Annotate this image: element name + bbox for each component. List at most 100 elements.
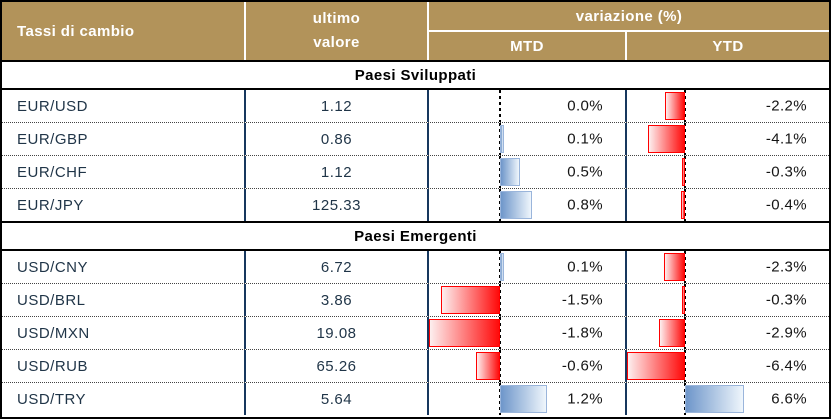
bar-axis-line (684, 317, 686, 349)
variation-column-header: variazione (%) MTD YTD (429, 2, 829, 60)
percent-value: -0.6% (561, 357, 603, 375)
table-header: Tassi di cambio ultimo valore variazione… (2, 2, 829, 60)
section-header: Paesi Emergenti (2, 221, 829, 251)
bar-axis-line (499, 284, 501, 316)
percent-value: 0.8% (567, 196, 603, 214)
currency-pair-cell: USD/MXN (2, 317, 246, 349)
table-row: EUR/JPY 125.33 0.8% -0.4% (2, 189, 829, 221)
mtd-column-header: MTD (429, 32, 627, 60)
bar-axis-line (499, 317, 501, 349)
negative-data-bar (627, 352, 685, 380)
ytd-bar-cell: -4.1% (627, 123, 829, 155)
mtd-bar-cell: 0.1% (429, 123, 627, 155)
variation-title: variazione (%) (429, 2, 829, 32)
ytd-bar-cell: 6.6% (627, 383, 829, 415)
table-row: USD/RUB 65.26 -0.6% -6.4% (2, 350, 829, 383)
percent-value: 1.2% (567, 390, 603, 408)
currency-pair-cell: EUR/GBP (2, 123, 246, 155)
percent-value: -0.3% (765, 163, 807, 181)
ytd-bar-cell: -6.4% (627, 350, 829, 382)
table-row: USD/BRL 3.86 -1.5% -0.3% (2, 284, 829, 317)
positive-data-bar (500, 385, 547, 413)
negative-data-bar (682, 286, 685, 314)
bar-axis-line (684, 123, 686, 155)
table-row: USD/CNY 6.72 0.1% -2.3% (2, 251, 829, 284)
bar-axis-line (684, 189, 686, 221)
currency-pair-cell: EUR/USD (2, 90, 246, 122)
mtd-bar-cell: 0.8% (429, 189, 627, 221)
negative-data-bar (665, 92, 685, 120)
negative-data-bar (659, 319, 685, 347)
table-row: USD/MXN 19.08 -1.8% -2.9% (2, 317, 829, 350)
mtd-bar-cell: 0.1% (429, 251, 627, 283)
negative-data-bar (648, 125, 685, 153)
percent-value: 0.0% (567, 97, 603, 115)
percent-value: 0.1% (567, 258, 603, 276)
currency-pair-cell: EUR/JPY (2, 189, 246, 221)
percent-value: -2.2% (765, 97, 807, 115)
percent-value: -4.1% (765, 130, 807, 148)
percent-value: -0.3% (765, 291, 807, 309)
currency-pair-cell: EUR/CHF (2, 156, 246, 188)
last-value-header-line1: ultimo (312, 10, 361, 27)
negative-data-bar (664, 253, 685, 281)
mtd-bar-cell: -0.6% (429, 350, 627, 382)
table-row: EUR/GBP 0.86 0.1% -4.1% (2, 123, 829, 156)
ytd-bar-cell: -0.3% (627, 284, 829, 316)
ytd-bar-cell: -2.3% (627, 251, 829, 283)
percent-value: -1.8% (561, 324, 603, 342)
negative-data-bar (476, 352, 500, 380)
negative-data-bar (682, 158, 685, 186)
currency-pair-cell: USD/BRL (2, 284, 246, 316)
last-value-cell: 6.72 (246, 251, 429, 283)
last-value-column-header: ultimo valore (246, 2, 429, 60)
table-title: Tassi di cambio (2, 2, 246, 60)
mtd-bar-cell: 1.2% (429, 383, 627, 415)
percent-value: -2.9% (765, 324, 807, 342)
bar-axis-line (684, 251, 686, 283)
bar-axis-line (684, 156, 686, 188)
mtd-bar-cell: -1.5% (429, 284, 627, 316)
ytd-bar-cell: -0.4% (627, 189, 829, 221)
positive-data-bar (500, 125, 504, 153)
percent-value: -2.3% (765, 258, 807, 276)
positive-data-bar (500, 191, 532, 219)
positive-data-bar (500, 253, 504, 281)
positive-data-bar (685, 385, 744, 413)
percent-value: -0.4% (765, 196, 807, 214)
last-value-cell: 125.33 (246, 189, 429, 221)
last-value-cell: 65.26 (246, 350, 429, 382)
negative-data-bar (429, 319, 500, 347)
percent-value: 6.6% (771, 390, 807, 408)
last-value-cell: 1.12 (246, 90, 429, 122)
ytd-bar-cell: -2.9% (627, 317, 829, 349)
percent-value: 0.5% (567, 163, 603, 181)
negative-data-bar (441, 286, 500, 314)
positive-data-bar (500, 158, 520, 186)
table-row: EUR/USD 1.12 0.0% -2.2% (2, 90, 829, 123)
percent-value: -1.5% (561, 291, 603, 309)
bar-axis-line (499, 350, 501, 382)
variation-subheaders: MTD YTD (429, 32, 829, 60)
percent-value: -6.4% (765, 357, 807, 375)
last-value-header-line2: valore (313, 34, 360, 51)
currency-pair-cell: USD/TRY (2, 383, 246, 415)
last-value-cell: 1.12 (246, 156, 429, 188)
ytd-bar-cell: -2.2% (627, 90, 829, 122)
table-row: USD/TRY 5.64 1.2% 6.6% (2, 383, 829, 415)
mtd-bar-cell: 0.0% (429, 90, 627, 122)
table-row: EUR/CHF 1.12 0.5% -0.3% (2, 156, 829, 189)
last-value-cell: 5.64 (246, 383, 429, 415)
currency-pair-cell: USD/CNY (2, 251, 246, 283)
last-value-cell: 3.86 (246, 284, 429, 316)
percent-value: 0.1% (567, 130, 603, 148)
bar-axis-line (684, 284, 686, 316)
bar-axis-line (684, 90, 686, 122)
section-header: Paesi Sviluppati (2, 60, 829, 90)
bar-axis-line (684, 350, 686, 382)
ytd-column-header: YTD (712, 37, 744, 55)
last-value-cell: 19.08 (246, 317, 429, 349)
bar-axis-line (499, 90, 501, 122)
last-value-cell: 0.86 (246, 123, 429, 155)
